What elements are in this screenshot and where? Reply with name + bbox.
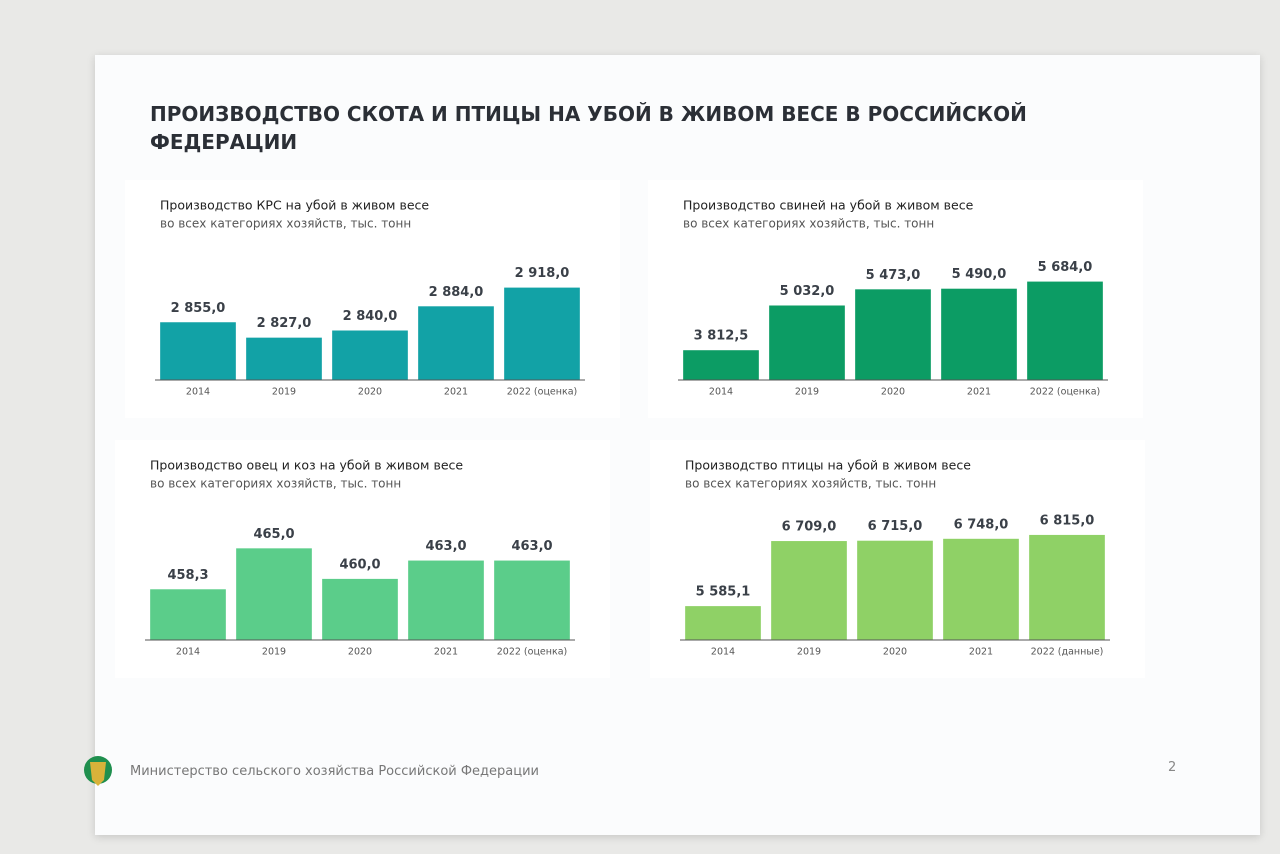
bar [683,350,759,380]
value-label: 458,3 [167,568,208,583]
bar [685,606,761,640]
x-tick-label: 2020 [881,387,905,398]
bar [236,548,312,640]
x-tick-label: 2020 [348,647,372,658]
x-tick-label: 2022 (оценка) [497,647,568,658]
value-label: 2 827,0 [257,316,312,331]
x-tick-label: 2014 [709,387,733,398]
footer: Министерство сельского хозяйства Российс… [130,764,540,779]
value-label: 3 812,5 [694,329,749,344]
value-label: 463,0 [511,539,552,554]
x-tick-label: 2021 [969,647,993,658]
value-label: 463,0 [425,539,466,554]
chart-title: Производство овец и коз на убой в живом … [150,458,463,473]
x-tick-label: 2014 [186,387,210,398]
bar [408,560,484,640]
x-tick-label: 2021 [967,387,991,398]
bar [1029,534,1105,640]
value-label: 5 585,1 [696,585,751,600]
logo [84,756,112,786]
bar [857,540,933,640]
x-tick-label: 2021 [444,387,468,398]
chart-subtitle: во всех категориях хозяйств, тыс. тонн [160,217,411,231]
value-label: 5 473,0 [866,268,921,283]
value-label: 2 855,0 [171,301,226,316]
bar [504,287,580,380]
bar [322,578,398,640]
value-label: 5 490,0 [952,267,1007,282]
x-tick-label: 2014 [711,647,735,658]
bar [332,330,408,380]
bar [246,337,322,380]
chart-subtitle: во всех категориях хозяйств, тыс. тонн [150,477,401,491]
x-tick-label: 2020 [358,387,382,398]
value-label: 5 032,0 [780,284,835,299]
x-tick-label: 2022 (оценка) [507,387,578,398]
x-tick-label: 2022 (оценка) [1030,387,1101,398]
chart-title: Производство птицы на убой в живом весе [685,458,971,473]
value-label: 2 918,0 [515,266,570,281]
bar [1027,281,1103,380]
page-title: ПРОИЗВОДСТВО СКОТА И ПТИЦЫ НА УБОЙ В ЖИВ… [150,102,1027,154]
chart-subtitle: во всех категориях хозяйств, тыс. тонн [685,477,936,491]
bar [494,560,570,640]
value-label: 2 840,0 [343,309,398,324]
value-label: 460,0 [339,557,380,572]
x-tick-label: 2021 [434,647,458,658]
x-tick-label: 2014 [176,647,200,658]
value-label: 2 884,0 [429,285,484,300]
value-label: 6 815,0 [1040,513,1095,528]
bar [160,322,236,380]
x-tick-label: 2019 [272,387,296,398]
x-tick-label: 2019 [262,647,286,658]
chart-subtitle: во всех категориях хозяйств, тыс. тонн [683,217,934,231]
chart-title: Производство КРС на убой в живом весе [160,198,429,213]
bar [418,306,494,380]
value-label: 465,0 [253,527,294,542]
value-label: 6 709,0 [782,520,837,535]
x-tick-label: 2019 [797,647,821,658]
x-tick-label: 2019 [795,387,819,398]
page-number: 2 [1168,760,1177,775]
bar [771,541,847,640]
x-tick-label: 2020 [883,647,907,658]
chart-title: Производство свиней на убой в живом весе [683,198,974,213]
bar [855,289,931,380]
bar [943,538,1019,640]
bar [941,288,1017,380]
value-label: 6 748,0 [954,517,1009,532]
value-label: 6 715,0 [868,519,923,534]
value-label: 5 684,0 [1038,260,1093,275]
bar [150,589,226,640]
bar [769,305,845,380]
x-tick-label: 2022 (данные) [1031,647,1104,658]
